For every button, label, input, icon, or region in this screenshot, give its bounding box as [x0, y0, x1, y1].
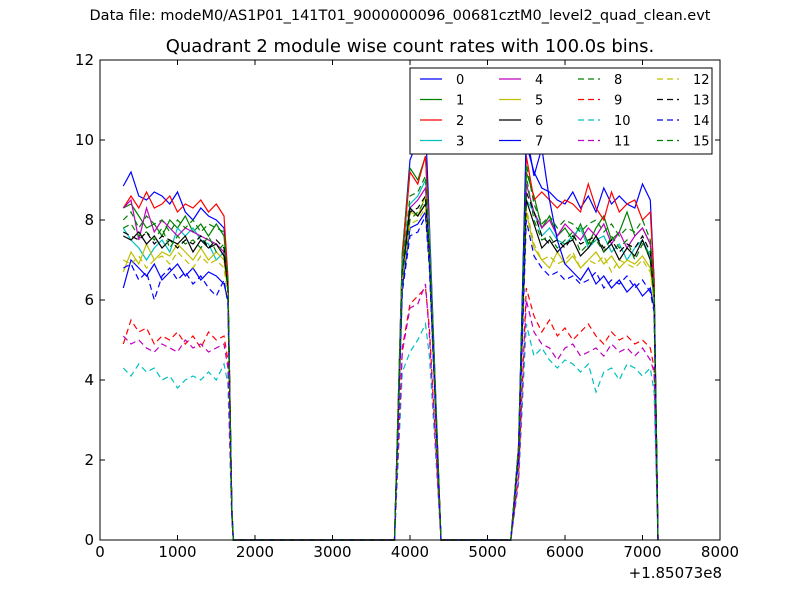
series-line-10	[122, 321, 659, 541]
legend-label-13: 13	[693, 94, 710, 109]
x-tick-label: 7000	[623, 543, 661, 561]
series-line-12	[123, 206, 659, 541]
legend-box	[409, 67, 713, 155]
x-tick-label: 4000	[391, 543, 429, 561]
series-line-4	[122, 183, 659, 541]
legend-label-1: 1	[456, 94, 464, 109]
series-line-15	[122, 163, 659, 541]
x-tick-label: 6000	[546, 543, 584, 561]
y-tick-label: 4	[84, 371, 94, 389]
legend-label-9: 9	[614, 94, 622, 109]
legend-label-0: 0	[456, 73, 464, 88]
series-line-14	[123, 213, 659, 541]
figure-suptitle: Data file: modeM0/AS1P01_141T01_90000000…	[89, 8, 711, 24]
chart-title: Quadrant 2 module wise count rates with …	[165, 36, 655, 57]
series-line-7	[122, 131, 659, 541]
x-offset-label: +1.85073e8	[629, 564, 722, 582]
legend-label-11: 11	[614, 135, 631, 150]
x-tick-label: 3000	[313, 543, 351, 561]
series-line-2	[122, 155, 659, 541]
x-tick-label: 8000	[701, 543, 739, 561]
y-tick-label: 10	[75, 131, 94, 149]
series-line-1	[123, 155, 659, 541]
series-line-0	[122, 123, 659, 541]
y-tick-label: 0	[84, 531, 94, 549]
x-tick-label: 5000	[468, 543, 506, 561]
legend-label-3: 3	[456, 135, 464, 150]
series-line-11	[122, 283, 659, 541]
axis-ticks-group: 0 1000 2000 3000 4000 5000 6000 7000 80000246810…	[75, 51, 739, 561]
series-line-8	[123, 175, 659, 541]
series-line-13	[123, 191, 659, 541]
legend-label-15: 15	[693, 135, 710, 150]
y-tick-label: 2	[84, 451, 94, 469]
series-line-9	[122, 286, 659, 541]
legend-label-14: 14	[693, 114, 710, 129]
y-tick-label: 6	[84, 291, 94, 309]
legend-label-5: 5	[535, 94, 543, 109]
x-tick-label: 0	[95, 543, 105, 561]
y-tick-label: 12	[75, 51, 94, 69]
legend-label-6: 6	[535, 114, 543, 129]
legend-label-2: 2	[456, 114, 464, 129]
legend-label-12: 12	[693, 73, 710, 88]
y-tick-label: 8	[84, 211, 94, 229]
x-tick-label: 2000	[236, 543, 274, 561]
plot-series-group	[122, 123, 659, 541]
series-line-3	[122, 177, 659, 541]
series-line-5	[122, 195, 659, 541]
legend-label-4: 4	[535, 73, 543, 88]
x-tick-label: 1000	[158, 543, 196, 561]
legend-label-8: 8	[614, 73, 622, 88]
legend-label-10: 10	[614, 114, 631, 129]
legend-label-7: 7	[535, 135, 543, 150]
